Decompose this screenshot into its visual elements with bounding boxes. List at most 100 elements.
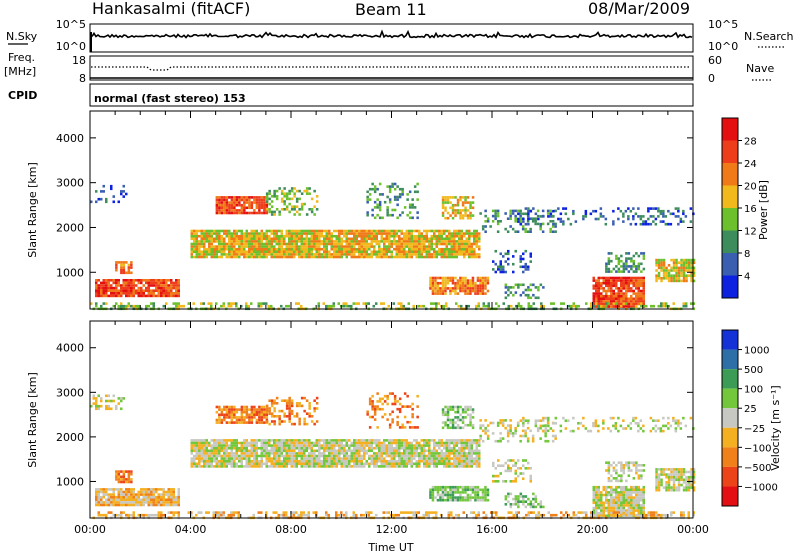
echo-cell bbox=[613, 277, 616, 280]
echo-cell bbox=[318, 302, 321, 305]
echo-cell bbox=[326, 442, 329, 445]
echo-cell bbox=[426, 439, 429, 442]
echo-cell bbox=[198, 251, 201, 254]
echo-cell bbox=[218, 444, 221, 447]
echo-cell bbox=[439, 486, 442, 489]
freq-tick-high: 18 bbox=[72, 54, 86, 67]
echo-cell bbox=[437, 282, 440, 285]
echo-cell bbox=[298, 253, 301, 256]
echo-cell bbox=[258, 406, 261, 409]
echo-cell bbox=[281, 200, 284, 203]
echo-cell bbox=[464, 406, 467, 409]
echo-cell bbox=[145, 496, 148, 499]
echo-cell bbox=[356, 455, 359, 458]
echo-cell bbox=[464, 486, 467, 489]
echo-cell bbox=[238, 204, 241, 207]
echo-cell bbox=[266, 450, 269, 453]
echo-cell bbox=[376, 188, 379, 191]
echo-cell bbox=[291, 402, 294, 405]
echo-cell bbox=[226, 253, 229, 256]
echo-cell bbox=[343, 305, 346, 308]
echo-cell bbox=[273, 211, 276, 214]
echo-cell bbox=[278, 418, 281, 421]
echo-cell bbox=[459, 414, 462, 417]
echo-cell bbox=[288, 235, 291, 238]
echo-cell bbox=[165, 499, 168, 502]
echo-cell bbox=[128, 292, 131, 295]
echo-cell bbox=[226, 455, 229, 458]
echo-cell bbox=[201, 457, 204, 460]
echo-cell bbox=[266, 439, 269, 442]
echo-cell bbox=[251, 414, 254, 417]
echo-cell bbox=[512, 212, 515, 215]
echo-cell bbox=[612, 223, 615, 226]
echo-cell bbox=[443, 251, 446, 254]
echo-cell bbox=[542, 210, 545, 213]
echo-cell bbox=[256, 450, 259, 453]
echo-cell bbox=[461, 251, 464, 254]
echo-cell bbox=[575, 220, 578, 223]
echo-cell bbox=[336, 256, 339, 259]
echo-cell bbox=[371, 235, 374, 238]
echo-cell bbox=[331, 463, 334, 466]
echo-cell bbox=[685, 264, 688, 267]
echo-cell bbox=[633, 292, 636, 295]
echo-cell bbox=[256, 465, 259, 468]
echo-cell bbox=[278, 410, 281, 413]
echo-cell bbox=[170, 289, 173, 292]
echo-cell bbox=[461, 447, 464, 450]
echo-cell bbox=[431, 256, 434, 259]
echo-cell bbox=[298, 208, 301, 211]
echo-cell bbox=[469, 285, 472, 288]
echo-cell bbox=[630, 295, 633, 298]
echo-cell bbox=[401, 405, 404, 408]
echo-cell bbox=[379, 204, 382, 207]
echo-cell bbox=[447, 427, 450, 430]
echo-cell bbox=[469, 292, 472, 295]
echo-cell bbox=[125, 287, 128, 290]
echo-cell bbox=[306, 213, 309, 216]
echo-cell bbox=[105, 287, 108, 290]
echo-cell bbox=[258, 411, 261, 414]
nsky-trace bbox=[92, 32, 692, 38]
echo-cell bbox=[462, 279, 465, 282]
echo-cell bbox=[243, 253, 246, 256]
echo-cell bbox=[638, 290, 641, 293]
echo-cell bbox=[411, 413, 414, 416]
echo-cell bbox=[623, 298, 626, 301]
echo-cell bbox=[110, 188, 113, 191]
echo-cell bbox=[148, 295, 151, 298]
echo-cell bbox=[323, 460, 326, 463]
echo-cell bbox=[441, 450, 444, 453]
echo-cell bbox=[605, 277, 608, 280]
echo-cell bbox=[138, 496, 141, 499]
echo-cell bbox=[527, 213, 530, 216]
echo-cell bbox=[373, 230, 376, 233]
echo-cell bbox=[447, 416, 450, 419]
echo-cell bbox=[216, 442, 219, 445]
echo-cell bbox=[454, 427, 457, 430]
echo-cell bbox=[231, 444, 234, 447]
echo-cell bbox=[463, 465, 466, 468]
noise-panel: 10^5 10^0 10^5 10^0 N.Sky N.Search bbox=[6, 18, 794, 53]
echo-cell bbox=[426, 245, 429, 248]
echo-cell bbox=[585, 215, 588, 218]
echo-cell bbox=[281, 190, 284, 193]
echo-cell bbox=[211, 450, 214, 453]
echo-cell bbox=[128, 504, 131, 507]
echo-cell bbox=[311, 235, 314, 238]
echo-cell bbox=[458, 442, 461, 445]
echo-cell bbox=[291, 439, 294, 442]
echo-cell bbox=[336, 240, 339, 243]
echo-cell bbox=[140, 499, 143, 502]
echo-cell bbox=[356, 243, 359, 246]
echo-cell bbox=[371, 209, 374, 212]
echo-cell bbox=[191, 256, 194, 259]
echo-cell bbox=[488, 305, 491, 308]
echo-cell bbox=[351, 460, 354, 463]
echo-cell bbox=[399, 193, 402, 196]
echo-cell bbox=[125, 295, 128, 298]
echo-cell bbox=[98, 493, 101, 496]
echo-cell bbox=[456, 248, 459, 251]
echo-cell bbox=[110, 287, 113, 290]
